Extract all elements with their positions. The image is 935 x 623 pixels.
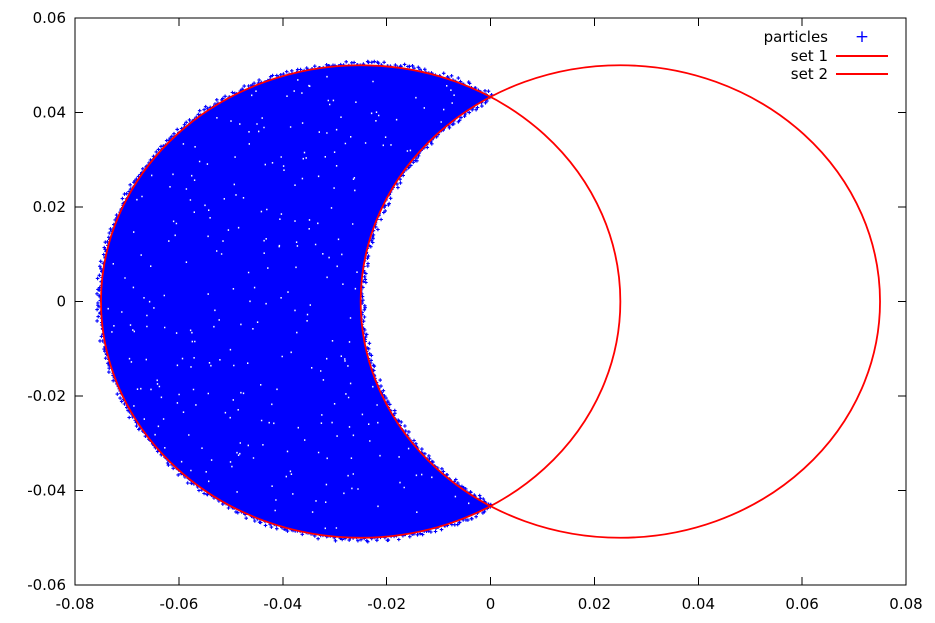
legend-label-set1: set 1 bbox=[790, 46, 828, 65]
y-tick-label: -0.02 bbox=[27, 387, 66, 405]
legend-row-particles: particles + bbox=[764, 28, 888, 47]
y-tick-label: 0.06 bbox=[33, 9, 66, 27]
legend-sample-particles: + bbox=[836, 27, 888, 48]
x-tick-label: 0.02 bbox=[578, 595, 611, 613]
particle-gaps bbox=[107, 75, 470, 530]
legend-label-particles: particles bbox=[763, 28, 828, 47]
x-tick-label: -0.02 bbox=[367, 595, 406, 613]
legend-line-icon-set2 bbox=[836, 73, 888, 76]
axis-ticks bbox=[74, 17, 907, 586]
set1-circle bbox=[100, 64, 622, 539]
legend-sample-set1 bbox=[836, 54, 888, 57]
y-tick-label: 0 bbox=[56, 293, 66, 311]
x-tick-label: -0.06 bbox=[159, 595, 198, 613]
x-tick-label: -0.04 bbox=[263, 595, 302, 613]
y-tick-label: -0.04 bbox=[27, 482, 66, 500]
y-tick-label: 0.02 bbox=[33, 198, 66, 216]
legend-sample-set2 bbox=[836, 73, 888, 76]
x-tick-label: 0.04 bbox=[682, 595, 715, 613]
plus-marker-icon: + bbox=[854, 27, 870, 48]
legend-row-set1: set 1 bbox=[764, 47, 888, 66]
y-tick-label: -0.06 bbox=[27, 576, 66, 594]
particles-region bbox=[100, 65, 491, 538]
legend: particles + set 1 set 2 bbox=[764, 28, 888, 84]
legend-line-icon-set1 bbox=[836, 54, 888, 57]
legend-row-set2: set 2 bbox=[764, 65, 888, 84]
set2-circle bbox=[359, 64, 881, 539]
x-tick-label: 0.08 bbox=[889, 595, 922, 613]
x-tick-label: 0.06 bbox=[785, 595, 818, 613]
x-tick-label: 0 bbox=[486, 595, 496, 613]
legend-label-set2: set 2 bbox=[790, 65, 828, 84]
y-tick-label: 0.04 bbox=[33, 104, 66, 122]
x-tick-label: -0.08 bbox=[56, 595, 95, 613]
